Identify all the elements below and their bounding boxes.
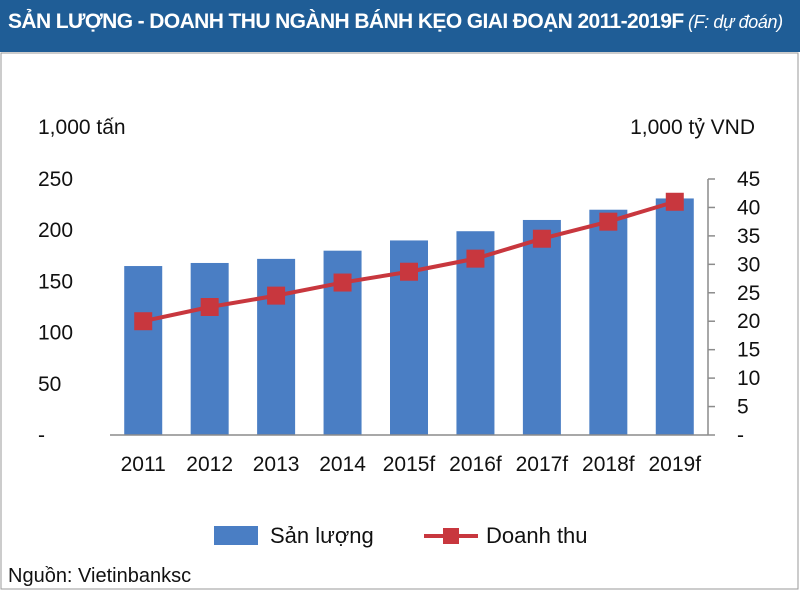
bar-2018f: [589, 209, 628, 435]
doanh-thu-point-2013: [267, 286, 286, 305]
left-tick-label: -: [38, 424, 45, 447]
bar-2011: [124, 266, 163, 435]
legend: Sản lượng Doanh thu: [214, 523, 588, 548]
right-tick-label: 5: [737, 396, 749, 419]
right-axis: - 5 10 15 20 25 30 35 40 45: [707, 168, 760, 447]
x-tick-label: 2012: [186, 453, 233, 476]
right-tick-label: 45: [737, 168, 760, 191]
left-tick-label: 150: [38, 270, 73, 293]
chart-border: [0, 52, 799, 590]
bar-2019f: [655, 198, 694, 435]
right-tick-label: 15: [737, 339, 760, 362]
left-tick-label: 50: [38, 373, 61, 396]
right-tick-label: 30: [737, 253, 760, 276]
x-tick-label: 2014: [319, 453, 366, 476]
left-tick-label: 250: [38, 168, 73, 191]
doanh-thu-point-2014: [333, 273, 352, 292]
legend-label-san-luong: Sản lượng: [270, 523, 374, 548]
right-tick-label: 40: [737, 196, 760, 219]
x-tick-label: 2013: [253, 453, 300, 476]
x-tick-label: 2015f: [383, 453, 436, 476]
left-tick-label: 100: [38, 322, 73, 345]
doanh-thu-point-2016f: [466, 249, 485, 268]
chart-title: SẢN LƯỢNG - DOANH THU NGÀNH BÁNH KẸO GIA…: [8, 10, 684, 33]
chart-title-note: (F: dự đoán): [688, 12, 783, 32]
chart-title-bar: SẢN LƯỢNG - DOANH THU NGÀNH BÁNH KẸO GIA…: [0, 0, 800, 52]
right-tick-label: 10: [737, 367, 760, 390]
right-tick-label: 20: [737, 310, 760, 333]
combo-chart: 1,000 tấn 1,000 tỷ VND - 50 100 150 200 250 -…: [0, 52, 799, 590]
bar-2013: [257, 258, 296, 435]
bar-2017f: [522, 219, 561, 435]
legend-marker-doanh-thu: [443, 528, 459, 544]
doanh-thu-point-2018f: [599, 212, 618, 231]
doanh-thu-point-2012: [200, 298, 219, 316]
x-tick-label: 2016f: [449, 453, 502, 476]
left-tick-label: 200: [38, 219, 73, 242]
right-tick-label: -: [737, 424, 744, 447]
x-tick-label: 2017f: [516, 453, 569, 476]
doanh-thu-point-2015f: [400, 262, 418, 281]
doanh-thu-point-2019f: [665, 192, 684, 211]
legend-swatch-san-luong: [214, 526, 258, 545]
left-axis-ticks: - 50 100 150 200 250: [38, 168, 73, 447]
bar-2012: [190, 262, 229, 435]
line-series-doanh-thu: [134, 192, 684, 331]
plot-frame: [0, 52, 799, 590]
doanh-thu-point-2011: [134, 312, 153, 331]
x-tick-label: 2018f: [582, 453, 635, 476]
x-axis-labels: 2011 2012 2013 2014 2015f 2016f 2017f 2018f 2019…: [121, 453, 702, 476]
right-tick-label: 25: [737, 282, 760, 305]
x-tick-label: 2019f: [648, 453, 701, 476]
legend-label-doanh-thu: Doanh thu: [486, 523, 588, 548]
right-axis-unit: 1,000 tỷ VND: [630, 116, 755, 139]
right-tick-label: 35: [737, 225, 760, 248]
bar-series-san-luong: [110, 198, 708, 436]
x-tick-label: 2011: [121, 453, 166, 476]
left-axis-unit: 1,000 tấn: [38, 116, 126, 139]
source-note: Nguồn: Vietinbanksc: [8, 565, 191, 587]
doanh-thu-point-2017f: [532, 229, 551, 248]
